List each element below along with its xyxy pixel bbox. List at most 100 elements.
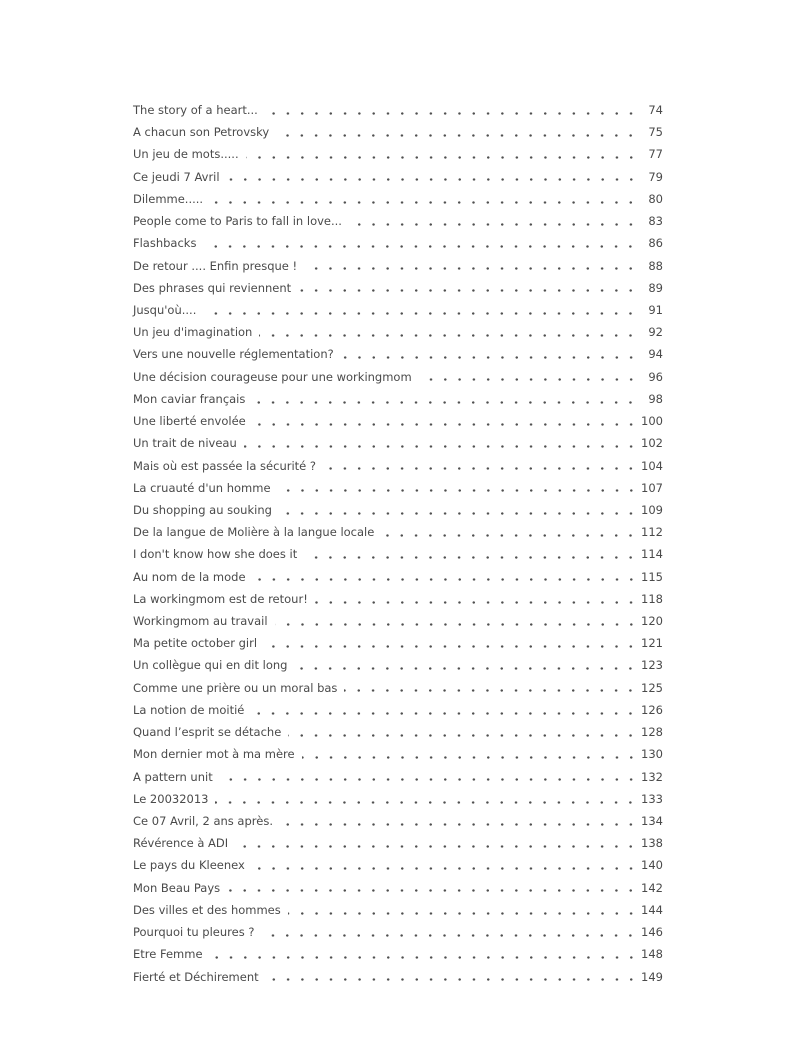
toc-entry-page-number: 75 <box>648 125 663 140</box>
toc-entry-page-number: 118 <box>641 591 663 606</box>
toc-entry: Ce jeudi 7 Avril 79 <box>133 165 663 188</box>
toc-entry: La notion de moitié 126 <box>133 698 663 722</box>
toc-entry: Flashbacks 86 <box>133 232 663 255</box>
toc-entry-page-number: 123 <box>641 658 663 673</box>
toc-entry: Le 20032013 133 <box>133 787 663 810</box>
toc-entry: Le pays du Kleenex 140 <box>133 854 663 877</box>
toc-entry-page-number: 104 <box>641 458 663 473</box>
toc-entry-title: Au nom de la mode <box>133 569 246 584</box>
dot-leader <box>245 143 638 166</box>
dot-leader <box>251 854 638 877</box>
dot-leader <box>298 276 638 299</box>
toc-entry-page-number: 77 <box>648 147 663 162</box>
toc-entry: La cruauté d'un homme 107 <box>133 476 663 499</box>
dot-leader <box>418 365 638 388</box>
dot-leader <box>252 410 638 433</box>
toc-entry-title: People come to Paris to fall in love... <box>133 214 342 229</box>
toc-entry: Etre Femme 148 <box>133 943 663 966</box>
toc-entry: Un collègue qui en dit long 123 <box>133 654 663 677</box>
toc-entry-title: The story of a heart... <box>133 103 258 117</box>
toc-entry-page-number: 144 <box>641 902 663 917</box>
toc-entry-page-number: 142 <box>641 880 663 895</box>
dot-leader <box>287 898 638 922</box>
toc-entry: Quand l’esprit se détache 128 <box>133 721 663 744</box>
toc-entry: Des villes et des hommes 144 <box>133 898 663 922</box>
toc-entry-title: Workingmom au travail <box>133 614 268 629</box>
toc-entry-title: A chacun son Petrovsky <box>133 125 270 140</box>
dot-leader <box>279 810 638 833</box>
toc-entry: I don't know how she does it 114 <box>133 543 663 566</box>
toc-entry-title: Mon dernier mot à ma mère <box>133 747 295 762</box>
toc-entry: People come to Paris to fall in love... 8… <box>133 210 663 233</box>
toc-entry-title: Le 20032013 <box>133 791 209 806</box>
dot-leader <box>209 943 638 966</box>
toc-entry-page-number: 94 <box>648 347 663 362</box>
dot-leader <box>294 654 638 677</box>
toc-entry-title: Vers une nouvelle réglementation? <box>133 347 334 362</box>
toc-list: The story of a heart... 74 A chacun son Pe… <box>133 99 663 988</box>
dot-leader <box>277 476 638 499</box>
toc-entry: Pourquoi tu pleures ? 146 <box>133 921 663 944</box>
toc-entry: Une liberté envolée 100 <box>133 410 663 433</box>
toc-entry-title: Mais où est passée la sécurité ? <box>133 458 317 473</box>
toc-entry: Ma petite october girl 121 <box>133 632 663 655</box>
toc-entry-title: La cruauté d'un homme <box>133 480 271 495</box>
toc-entry: Mon caviar français 98 <box>133 387 663 411</box>
toc-entry-title: De retour .... Enfin presque ! <box>133 258 298 273</box>
toc-entry-title: Un collègue qui en dit long <box>133 658 288 673</box>
toc-entry-page-number: 107 <box>641 480 663 495</box>
toc-entry-title: A pattern unit <box>133 769 213 784</box>
dot-leader <box>219 765 638 788</box>
toc-entry: Ce 07 Avril, 2 ans après. 134 <box>133 810 663 833</box>
toc-entry-page-number: 125 <box>641 680 663 695</box>
toc-entry-page-number: 86 <box>648 236 663 251</box>
dot-leader <box>276 121 638 144</box>
toc-entry-page-number: 102 <box>641 436 663 451</box>
toc-entry-title: Mon caviar français <box>133 391 246 406</box>
toc-entry-title: Ce jeudi 7 Avril <box>133 169 220 184</box>
toc-entry-title: Un jeu de mots..... <box>133 147 239 162</box>
dot-leader <box>301 743 638 766</box>
toc-entry-page-number: 126 <box>641 702 663 717</box>
toc-entry-title: Le pays du Kleenex <box>133 858 245 873</box>
toc-entry-title: Une décision courageuse pour une working… <box>133 369 412 384</box>
dot-leader <box>203 232 638 255</box>
toc-entry: Vers une nouvelle réglementation? 94 <box>133 343 663 366</box>
toc-entry-page-number: 109 <box>641 502 663 517</box>
dot-leader <box>227 876 638 899</box>
toc-entry: De la langue de Molière à la langue loca… <box>133 521 663 544</box>
toc-entry-page-number: 83 <box>648 214 663 229</box>
toc-entry-page-number: 140 <box>641 858 663 873</box>
toc-entry-page-number: 128 <box>641 725 663 740</box>
toc-entry: A chacun son Petrovsky 75 <box>133 121 663 144</box>
dot-leader <box>203 298 638 322</box>
toc-entry-page-number: 112 <box>641 525 663 540</box>
dot-leader <box>210 187 638 211</box>
toc-entry-title: Pourquoi tu pleures ? <box>133 925 255 940</box>
toc-entry-title: Ma petite october girl <box>133 636 258 651</box>
dot-leader <box>304 543 638 566</box>
toc-entry: La workingmom est de retour! 118 <box>133 587 663 611</box>
toc-entry: Jusqu'où.... 91 <box>133 298 663 322</box>
toc-entry: Du shopping au souking 109 <box>133 498 663 522</box>
toc-entry-title: Fierté et Déchirement <box>133 969 259 984</box>
toc-entry-page-number: 121 <box>641 636 663 651</box>
toc-entry-page-number: 134 <box>641 814 663 828</box>
toc-entry-title: Un trait de niveau <box>133 436 237 451</box>
toc-entry-title: Ce 07 Avril, 2 ans après. <box>133 814 273 828</box>
toc-entry-page-number: 98 <box>648 391 663 406</box>
toc-entry-title: Du shopping au souking <box>133 502 272 517</box>
dot-leader <box>348 210 638 233</box>
dot-leader <box>274 610 638 633</box>
toc-entry-page-number: 100 <box>641 414 663 429</box>
dot-leader <box>264 99 638 122</box>
toc-entry-title: La workingmom est de retour! <box>133 591 308 606</box>
dot-leader <box>314 587 638 611</box>
toc-entry: A pattern unit 132 <box>133 765 663 788</box>
toc-entry-title: Quand l’esprit se détache <box>133 725 282 740</box>
toc-entry-title: De la langue de Molière à la langue loca… <box>133 525 375 540</box>
dot-leader <box>288 721 638 744</box>
toc-entry: Fierté et Déchirement 149 <box>133 965 663 988</box>
dot-leader <box>251 698 638 722</box>
